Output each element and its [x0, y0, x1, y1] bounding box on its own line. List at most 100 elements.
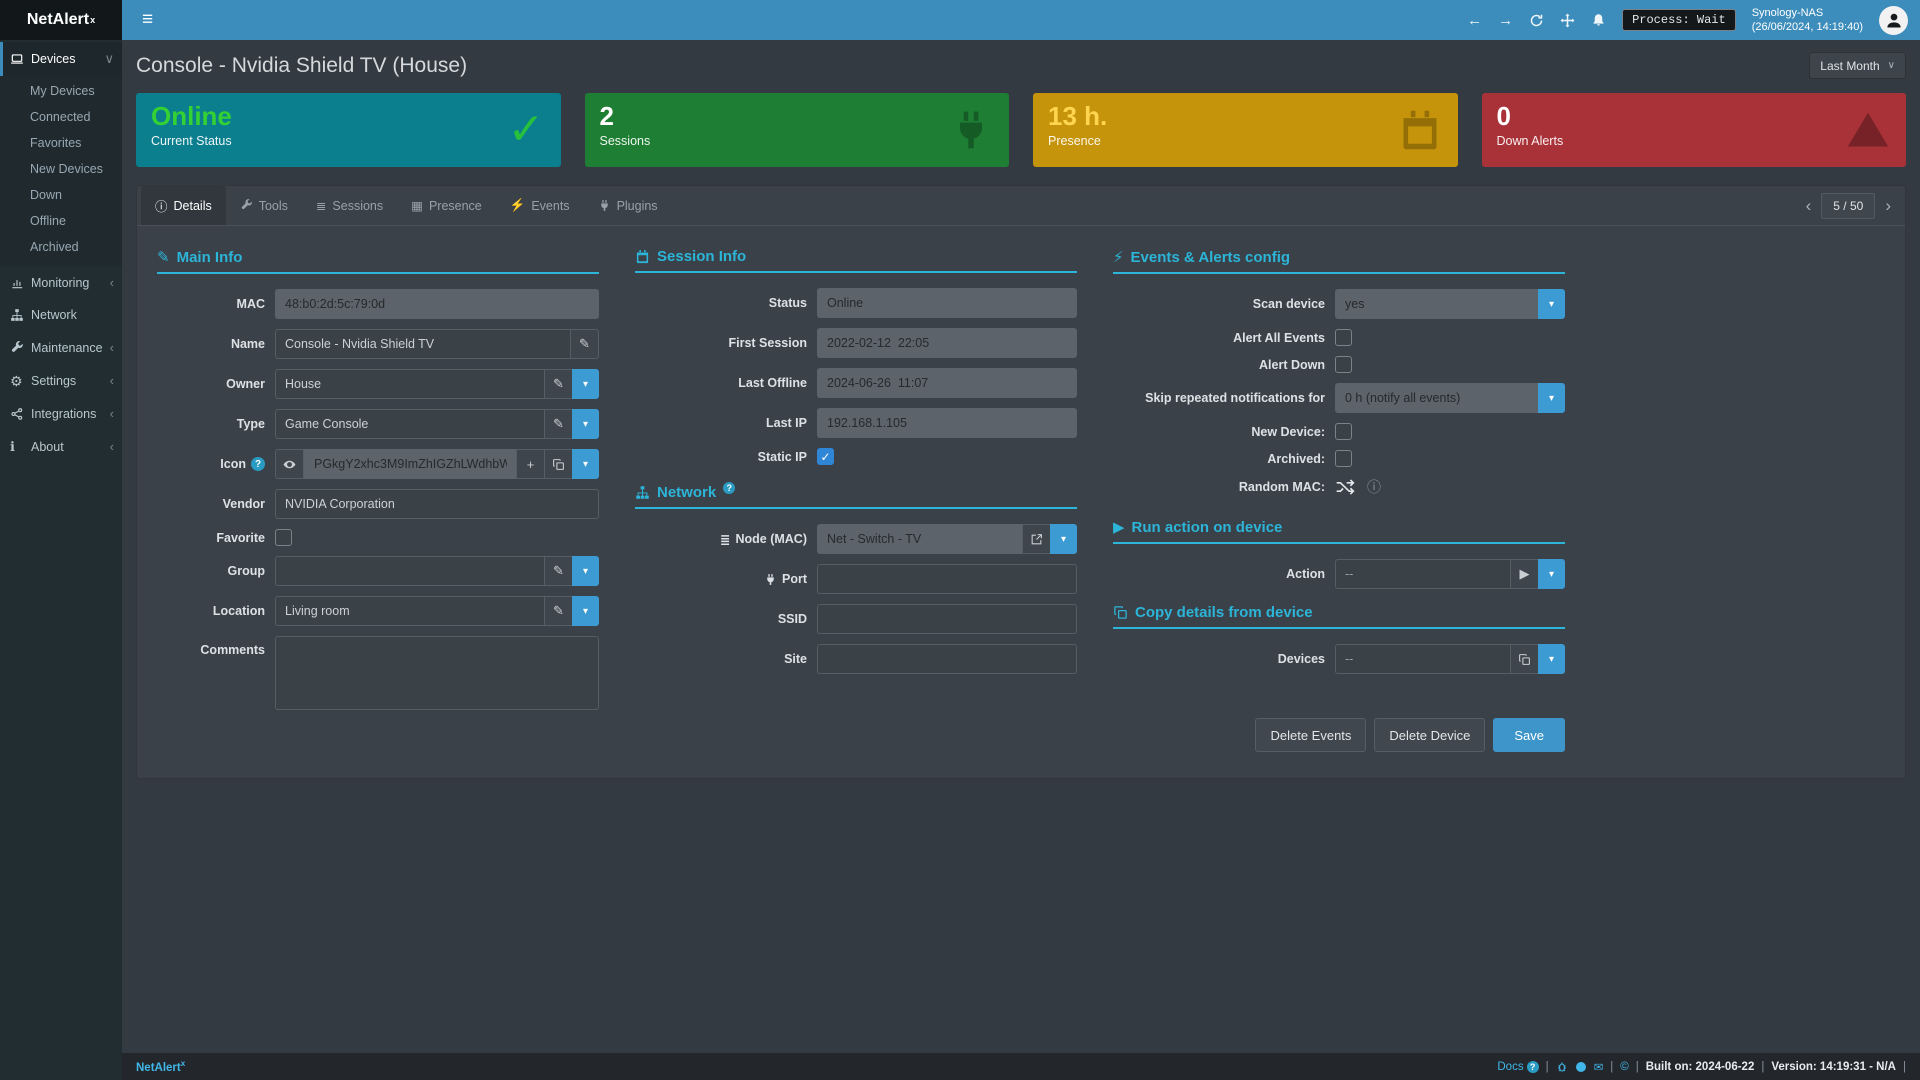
refresh-icon[interactable] — [1529, 13, 1544, 28]
type-field[interactable] — [275, 409, 545, 439]
sidebar-item-maintenance[interactable]: Maintenance ‹ — [0, 331, 122, 364]
form-row: Skip repeated notifications for ▾ — [1113, 383, 1565, 413]
process-status-badge: Process: Wait — [1622, 9, 1736, 31]
copy-from-device-button[interactable] — [1510, 644, 1539, 674]
host-name: Synology-NAS — [1751, 6, 1824, 19]
sidebar-item-connected[interactable]: Connected — [30, 110, 91, 124]
archived-checkbox[interactable] — [1335, 450, 1352, 467]
type-dropdown-button[interactable]: ▾ — [572, 409, 599, 439]
node-dropdown-button[interactable]: ▾ — [1050, 524, 1077, 554]
ssid-field[interactable] — [817, 604, 1077, 634]
period-selector[interactable]: Last Month ∨ — [1809, 52, 1906, 79]
info-circle-icon: ⓘ — [155, 200, 168, 214]
group-dropdown-button[interactable]: ▾ — [572, 556, 599, 586]
current-status-card[interactable]: Online Current Status ✓ — [136, 93, 561, 167]
sidebar-item-offline[interactable]: Offline — [30, 214, 66, 228]
bell-icon[interactable] — [1591, 13, 1606, 28]
add-icon-button[interactable]: + — [516, 449, 545, 479]
form-row: Archived: — [1113, 450, 1565, 467]
delete-device-button[interactable]: Delete Device — [1374, 718, 1486, 752]
new-device-checkbox[interactable] — [1335, 423, 1352, 440]
sidebar-item-about[interactable]: ℹ About ‹ — [0, 430, 122, 463]
form-row: Owner ✎ ▾ — [157, 369, 599, 399]
tab-events[interactable]: ⚡ Events — [496, 188, 584, 223]
copy-icon-button[interactable] — [544, 449, 573, 479]
action-dropdown-button[interactable]: ▾ — [1538, 559, 1565, 589]
sidebar-item-down[interactable]: Down — [30, 188, 62, 202]
copy-devices-field[interactable] — [1335, 644, 1511, 674]
github-icon[interactable] — [1575, 1061, 1587, 1073]
sidebar-item-integrations[interactable]: Integrations ‹ — [0, 397, 122, 430]
tab-plugins[interactable]: Plugins — [584, 189, 672, 223]
sidebar-item-monitoring[interactable]: Monitoring ‹ — [0, 266, 122, 299]
run-action-heading: ▶ Run action on device — [1113, 518, 1565, 544]
icon-dropdown-button[interactable]: ▾ — [572, 449, 599, 479]
bug-report-icon[interactable] — [1556, 1061, 1568, 1073]
owner-dropdown-button[interactable]: ▾ — [572, 369, 599, 399]
favorite-checkbox[interactable] — [275, 529, 292, 546]
back-icon[interactable]: ← — [1467, 11, 1483, 29]
next-device-button[interactable]: › — [1885, 195, 1891, 215]
down-alerts-card[interactable]: 0 Down Alerts — [1481, 93, 1906, 167]
run-action-button[interactable]: ▶ — [1510, 559, 1539, 589]
alert-down-checkbox[interactable] — [1335, 356, 1352, 373]
presence-card[interactable]: 13 h. Presence — [1033, 93, 1458, 167]
ssid-label: SSID — [777, 612, 807, 626]
site-field[interactable] — [817, 644, 1077, 674]
help-icon[interactable]: ? — [723, 481, 736, 494]
scan-device-select[interactable] — [1335, 289, 1539, 319]
email-icon[interactable]: ✉ — [1593, 1061, 1604, 1074]
action-field[interactable] — [1335, 559, 1511, 589]
vendor-field[interactable] — [275, 489, 599, 519]
static-ip-checkbox[interactable] — [817, 448, 834, 465]
tab-sessions[interactable]: ≣ Sessions — [302, 188, 397, 223]
move-icon[interactable] — [1560, 13, 1575, 28]
name-field[interactable] — [275, 329, 571, 359]
help-icon[interactable]: ? — [251, 457, 265, 471]
edit-group-button[interactable]: ✎ — [544, 556, 573, 586]
footer-brand[interactable]: NetAlertx — [136, 1059, 186, 1074]
location-field[interactable] — [275, 596, 545, 626]
sidebar-item-new-devices[interactable]: New Devices — [30, 162, 103, 176]
delete-events-button[interactable]: Delete Events — [1255, 718, 1367, 752]
port-field[interactable] — [817, 564, 1077, 594]
copyright-icon[interactable]: © — [1620, 1060, 1629, 1073]
sidebar-toggle-button[interactable]: ≡ — [134, 5, 161, 35]
sessions-card[interactable]: 2 Sessions — [584, 93, 1009, 167]
open-node-button[interactable] — [1022, 524, 1051, 554]
tab-presence[interactable]: ▦ Presence — [397, 188, 496, 223]
copy-devices-dropdown-button[interactable]: ▾ — [1538, 644, 1565, 674]
sidebar-item-favorites[interactable]: Favorites — [30, 136, 82, 150]
skip-notifications-select[interactable] — [1335, 383, 1539, 413]
group-field[interactable] — [275, 556, 545, 586]
tab-tools[interactable]: Tools — [226, 189, 302, 223]
scan-device-dropdown-button[interactable]: ▾ — [1538, 289, 1565, 319]
avatar[interactable] — [1879, 5, 1908, 35]
tab-details[interactable]: ⓘ Details — [141, 186, 226, 225]
eye-icon-button[interactable] — [275, 449, 304, 479]
comments-field[interactable] — [275, 636, 599, 710]
skip-notifications-dropdown-button[interactable]: ▾ — [1538, 383, 1565, 413]
prev-device-button[interactable]: ‹ — [1805, 195, 1812, 215]
form-row: Random MAC: ⓘ — [1113, 477, 1565, 497]
docs-link[interactable]: Docs ? — [1497, 1060, 1539, 1073]
owner-field[interactable] — [275, 369, 545, 399]
sidebar-item-devices[interactable]: Devices ∨ — [0, 42, 122, 76]
location-dropdown-button[interactable]: ▾ — [572, 596, 599, 626]
info-circle-icon[interactable]: ⓘ — [1367, 479, 1381, 495]
archived-label: Archived: — [1267, 451, 1325, 466]
sidebar-item-settings[interactable]: ⚙ Settings ‹ — [0, 364, 122, 397]
edit-type-button[interactable]: ✎ — [544, 409, 573, 439]
edit-owner-button[interactable]: ✎ — [544, 369, 573, 399]
save-button[interactable]: Save — [1493, 718, 1565, 752]
edit-location-button[interactable]: ✎ — [544, 596, 573, 626]
sitemap-icon — [636, 486, 649, 499]
edit-name-button[interactable]: ✎ — [570, 329, 599, 359]
sidebar-item-network[interactable]: Network — [0, 299, 122, 331]
forward-icon[interactable]: → — [1498, 11, 1514, 29]
alert-all-events-checkbox[interactable] — [1335, 329, 1352, 346]
wrench-icon — [241, 199, 252, 210]
sidebar-item-archived[interactable]: Archived — [30, 240, 79, 254]
sidebar-item-my-devices[interactable]: My Devices — [30, 84, 95, 98]
brand-logo[interactable]: NetAlert x — [0, 0, 122, 40]
